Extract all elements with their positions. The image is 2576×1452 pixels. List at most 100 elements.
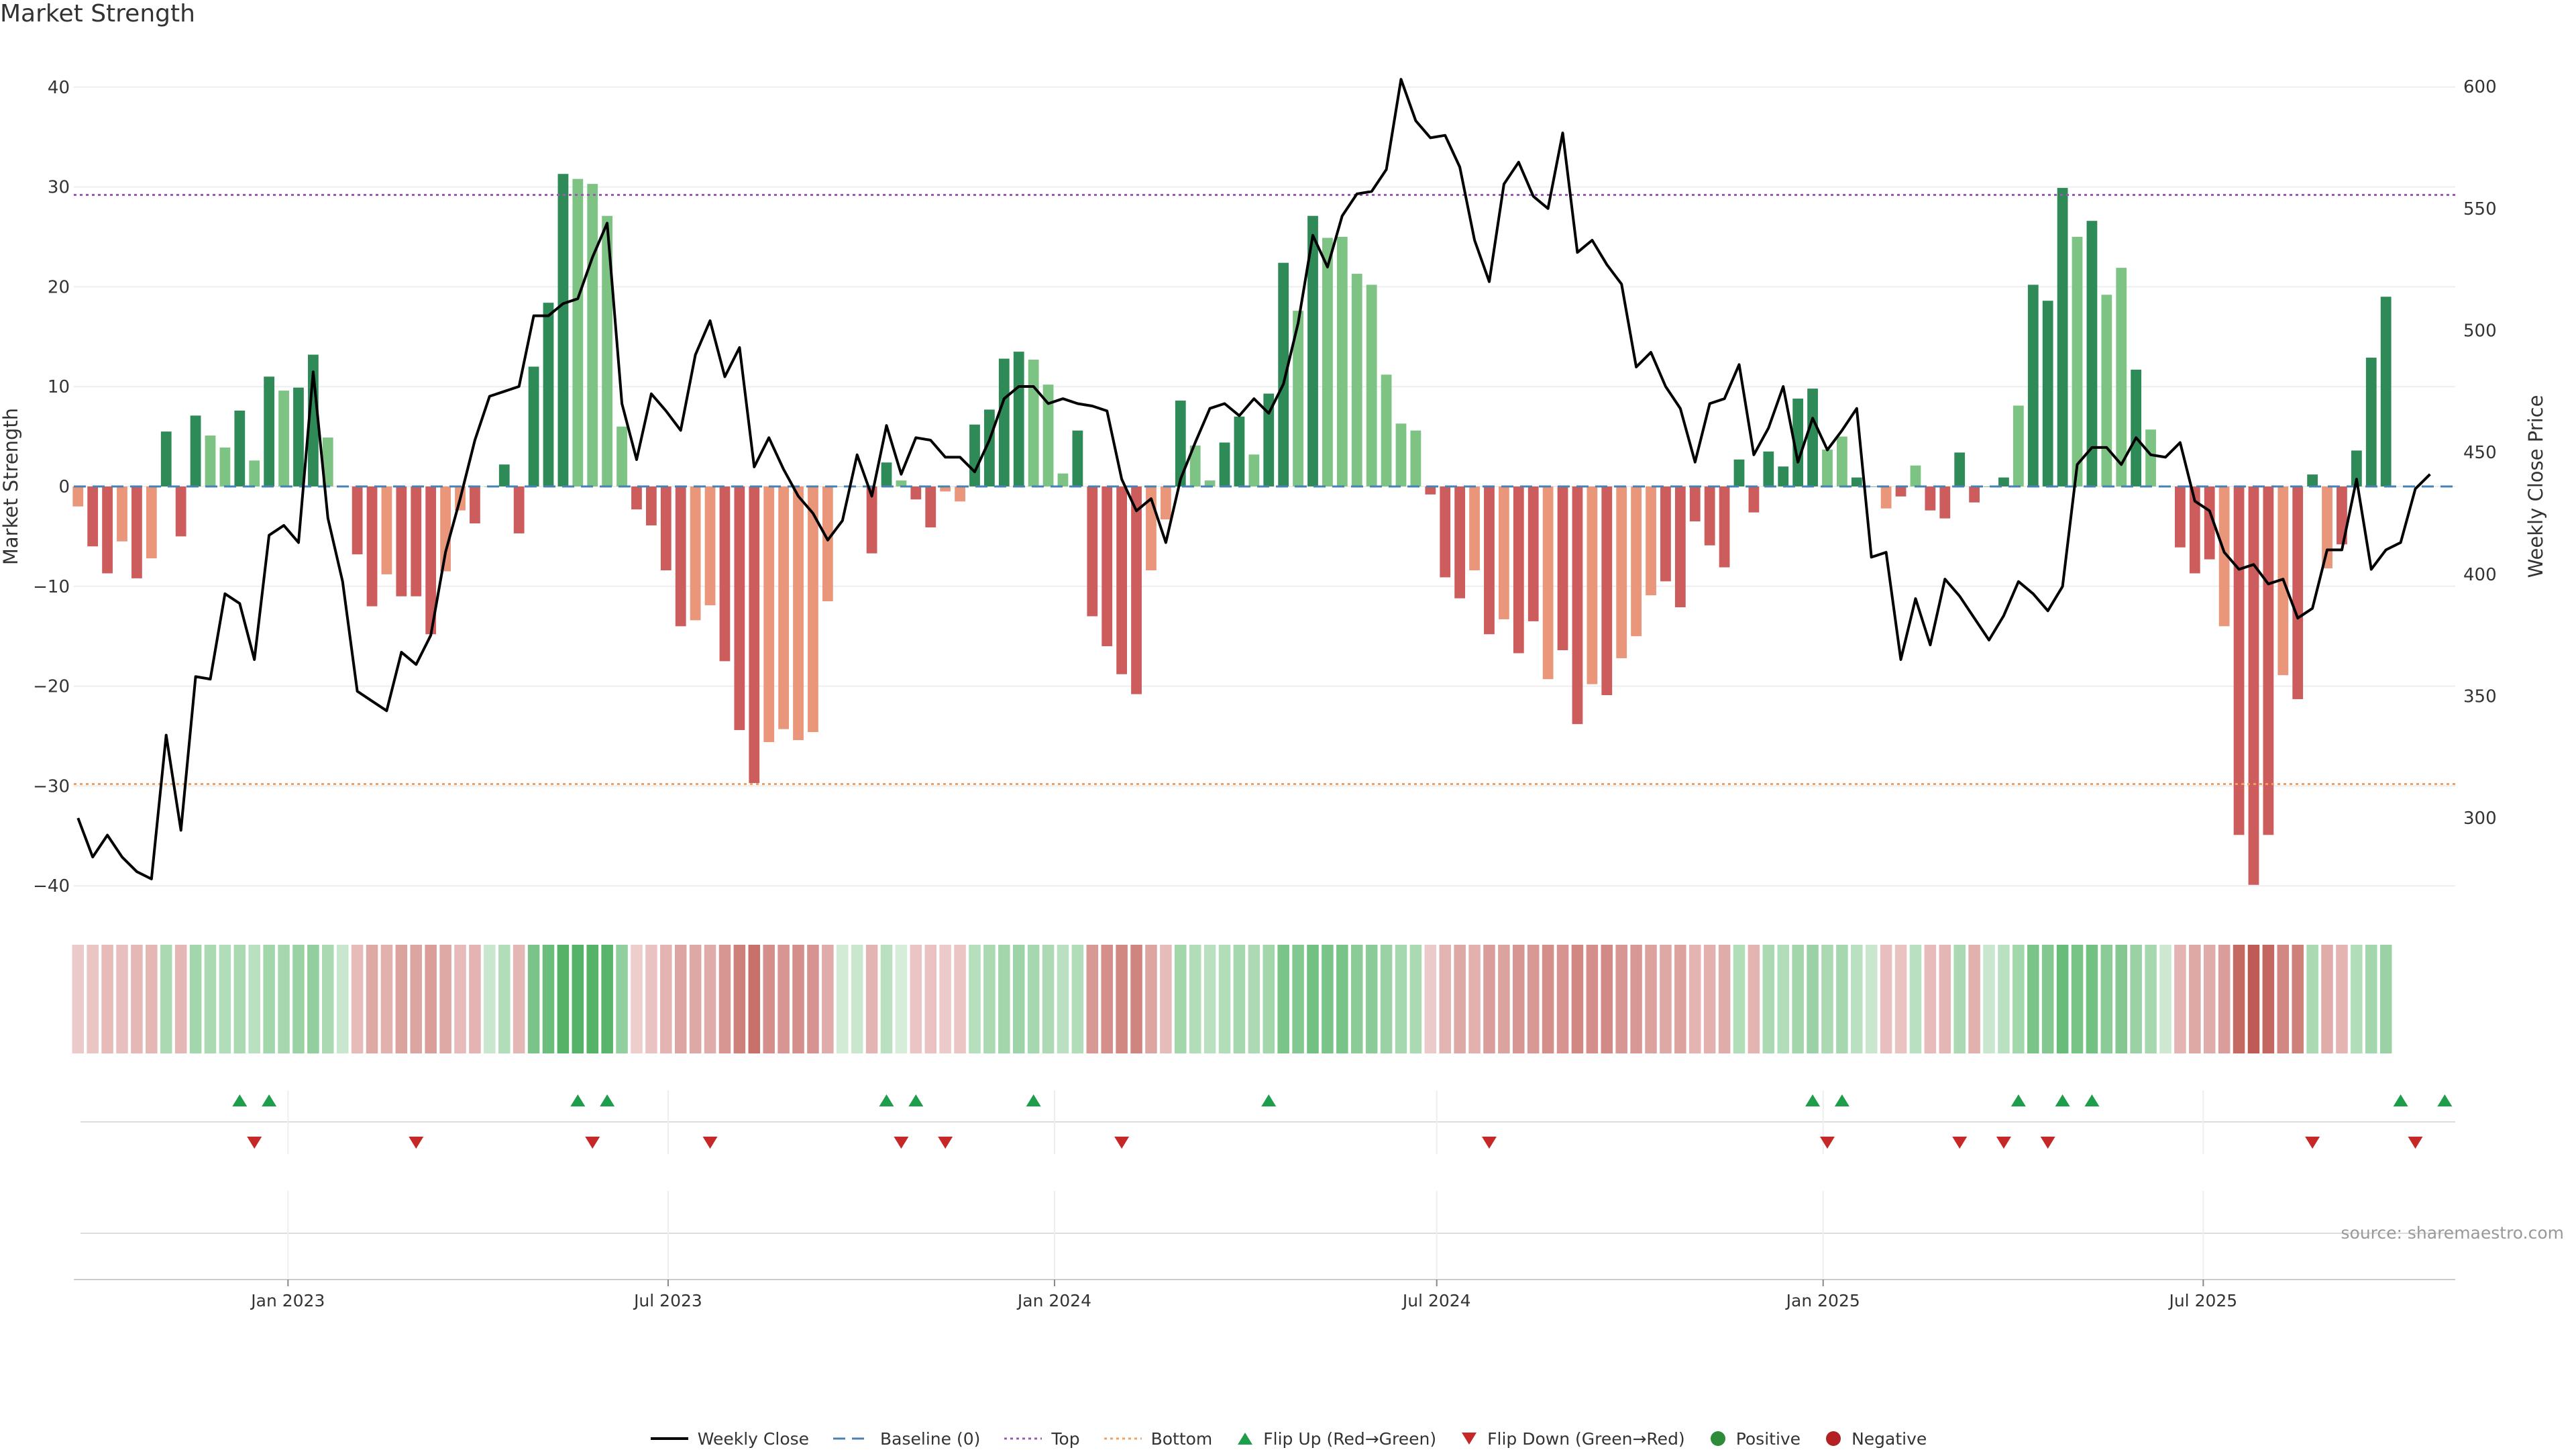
- strength-bar: [425, 486, 437, 635]
- flip-up-marker: [1026, 1094, 1041, 1106]
- strength-bar: [205, 435, 216, 486]
- heat-cell: [1233, 945, 1246, 1053]
- strength-bar: [131, 486, 142, 578]
- strength-bar: [1454, 486, 1466, 599]
- heat-cell: [969, 945, 981, 1053]
- heat-cell: [1277, 945, 1289, 1053]
- strength-bar: [690, 486, 701, 621]
- legend: Weekly Close Baseline (0) Top Bottom Flip Up…: [0, 1425, 2576, 1452]
- strength-bar: [955, 486, 965, 502]
- strength-bar: [513, 486, 525, 533]
- heat-cell: [733, 945, 746, 1053]
- heat-cell: [101, 945, 113, 1053]
- strength-bar: [1572, 486, 1583, 725]
- strength-bar: [470, 486, 480, 524]
- heat-cell: [2130, 945, 2142, 1053]
- heat-cell: [1101, 945, 1113, 1053]
- strength-bar: [1660, 486, 1671, 582]
- heat-cell: [2100, 945, 2113, 1053]
- strength-bar: [2307, 474, 2318, 486]
- x-tick-label: Jan 2023: [250, 1291, 325, 1310]
- strength-bar: [1925, 486, 1936, 511]
- heat-cell: [1586, 945, 1599, 1053]
- x-axis-layer: Jan 2023 Jul 2023 Jan 2024 Jul 2024 Jan 2025…: [74, 1279, 2455, 1310]
- strength-bar: [631, 486, 642, 510]
- strength-bar: [1837, 436, 1847, 486]
- strength-bar: [1469, 486, 1480, 570]
- strength-bar: [1440, 486, 1451, 578]
- heat-cell: [1909, 945, 1922, 1053]
- heat-cell: [204, 945, 217, 1053]
- flip-down-marker: [2305, 1137, 2320, 1149]
- strength-bar: [264, 376, 275, 486]
- heat-cell: [1027, 945, 1040, 1053]
- heat-cell: [1086, 945, 1099, 1053]
- heat-cell: [1365, 945, 1378, 1053]
- heat-cell: [2041, 945, 2054, 1053]
- strength-bar: [1395, 423, 1407, 486]
- heat-cell: [1292, 945, 1304, 1053]
- heat-cell: [880, 945, 893, 1053]
- strength-bar: [249, 460, 260, 486]
- strength-bar: [72, 486, 84, 507]
- heat-cell: [2071, 945, 2084, 1053]
- strength-bar: [1733, 459, 1745, 486]
- heat-cell: [1483, 945, 1495, 1053]
- strength-bar: [1748, 486, 1760, 513]
- heat-cell: [454, 945, 466, 1053]
- strength-bar: [1160, 486, 1171, 520]
- heat-cell: [1468, 945, 1481, 1053]
- strength-bar: [2204, 486, 2215, 560]
- strength-bar: [2380, 297, 2392, 486]
- flip-markers-layer: [80, 1090, 2455, 1278]
- strength-bar: [1234, 416, 1245, 486]
- strength-bar: [1278, 262, 1289, 486]
- heat-cell: [1498, 945, 1510, 1053]
- heat-cell: [2174, 945, 2186, 1053]
- strength-bar: [1616, 486, 1627, 658]
- strength-bar: [1057, 473, 1069, 486]
- heat-cell: [1071, 945, 1084, 1053]
- heat-cell: [807, 945, 819, 1053]
- heat-cell: [954, 945, 966, 1053]
- strength-bar: [2175, 486, 2186, 548]
- strength-bar: [1336, 236, 1348, 486]
- heat-cell: [1175, 945, 1187, 1053]
- strength-bar: [1513, 486, 1524, 654]
- strength-bar: [102, 486, 113, 574]
- strength-bar: [940, 486, 951, 492]
- strength-bar: [117, 486, 127, 541]
- strength-bar: [1880, 486, 1892, 509]
- heat-cell: [1012, 945, 1025, 1053]
- flip-down-marker: [2040, 1137, 2055, 1149]
- heat-cell: [395, 945, 408, 1053]
- heat-cell: [2292, 945, 2304, 1053]
- heat-cell: [1380, 945, 1393, 1053]
- heat-cell: [924, 945, 937, 1053]
- heat-cell: [2262, 945, 2275, 1053]
- axes-layer: 40 30 20 10 0 −10 −20 −30 −40 600 550 500 450 400 350 3…: [0, 77, 2547, 896]
- heat-cell: [1409, 945, 1422, 1053]
- bars-layer: [72, 174, 2392, 885]
- heat-cell: [469, 945, 481, 1053]
- heat-cell: [146, 945, 158, 1053]
- heat-cell: [366, 945, 378, 1053]
- flip-up-marker: [1261, 1094, 1277, 1106]
- strength-bar: [234, 410, 246, 486]
- flip-down-marker: [1114, 1137, 1130, 1149]
- strength-bar: [1307, 215, 1318, 486]
- heat-cell: [1203, 945, 1216, 1053]
- strength-bar: [2057, 188, 2068, 486]
- strength-bar: [2072, 236, 2083, 486]
- heat-cell: [322, 945, 334, 1053]
- strength-bar: [1527, 486, 1539, 621]
- red-dot-icon: [1826, 1431, 1841, 1446]
- heat-cell: [2218, 945, 2231, 1053]
- y-tick-label: −30: [33, 776, 70, 796]
- heat-cell: [219, 945, 231, 1053]
- strength-bar: [278, 391, 289, 486]
- flip-up-marker: [908, 1094, 924, 1106]
- heat-cell: [1571, 945, 1584, 1053]
- strength-bar: [572, 178, 584, 486]
- heat-cell: [1894, 945, 1907, 1053]
